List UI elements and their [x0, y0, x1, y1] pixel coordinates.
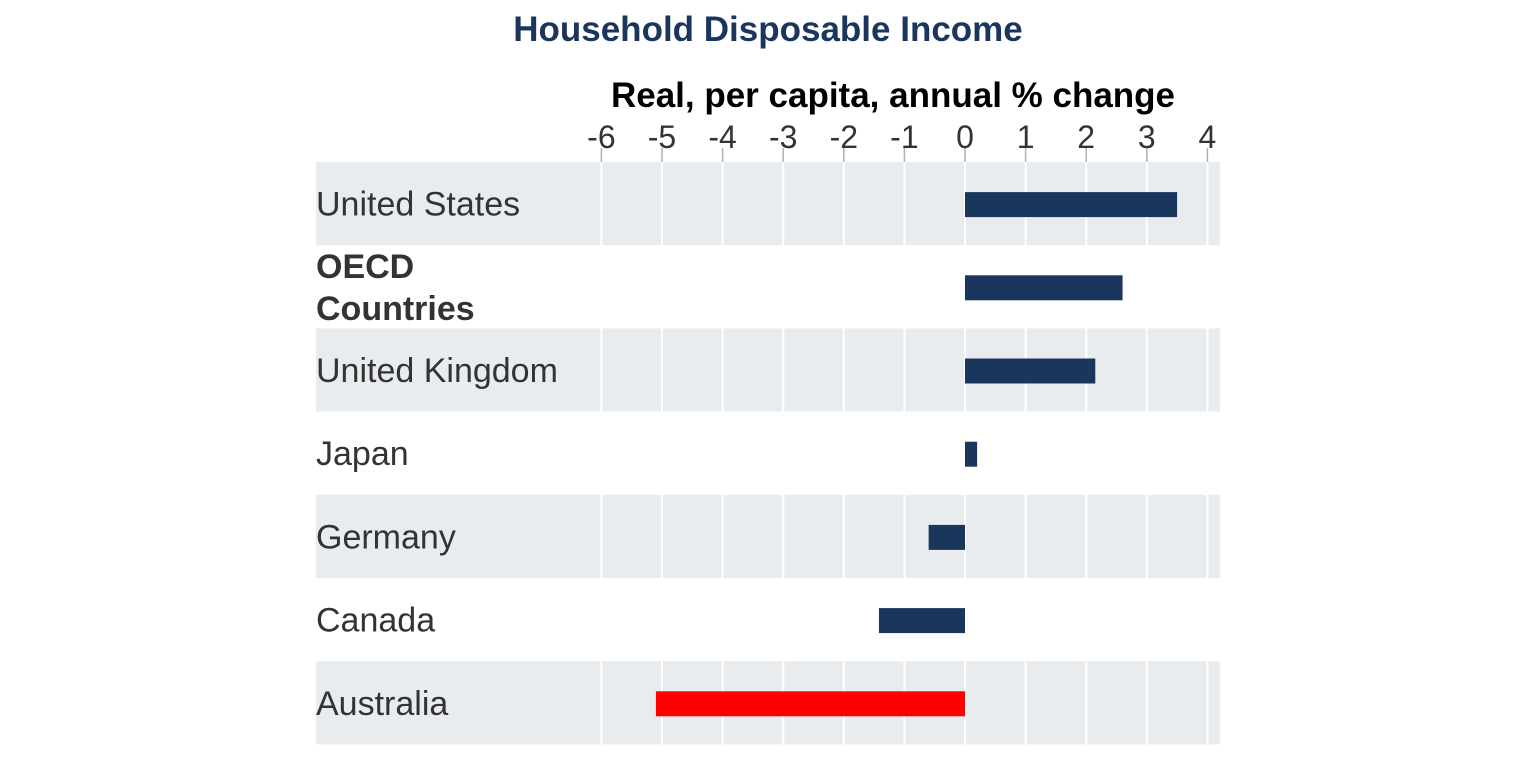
x-axis-ticks: -6 -5 -4 -3 -2 -1 0 1 2 3 4: [587, 119, 1216, 162]
tick-label: -2: [830, 119, 858, 155]
category-label: United Kingdom: [316, 352, 558, 390]
row-band: [316, 494, 1220, 578]
category-label-line: OECD: [316, 248, 414, 286]
tick-label: -5: [648, 119, 676, 155]
category-label: Australia: [316, 685, 448, 723]
category-label-line: Australia: [316, 685, 448, 723]
tick-label: 2: [1077, 119, 1095, 155]
category-label-line: Countries: [316, 290, 475, 328]
bar-australia: [655, 691, 965, 717]
tick-label: -6: [587, 119, 615, 155]
category-label-line: Germany: [316, 518, 456, 556]
category-label-line: Japan: [316, 435, 409, 473]
tick-label: 4: [1199, 119, 1217, 155]
bar-oecd-countries: [965, 275, 1123, 301]
x-axis-title: Real, per capita, annual % change: [611, 76, 1175, 115]
bar-canada: [878, 608, 965, 634]
chart-title: Household Disposable Income: [513, 10, 1023, 49]
category-label: Canada: [316, 602, 435, 640]
category-label-line: United Kingdom: [316, 352, 558, 390]
category-label-line: Canada: [316, 602, 435, 640]
bar-united-states: [965, 192, 1178, 218]
bars: [655, 192, 1178, 717]
category-label: Japan: [316, 435, 409, 473]
tick-label: 3: [1138, 119, 1156, 155]
category-label-line: United States: [316, 186, 520, 224]
tick-label: -4: [708, 119, 736, 155]
category-label: Germany: [316, 518, 456, 556]
category-label: OECD Countries: [316, 248, 475, 328]
bar-germany: [928, 524, 965, 550]
tick-label: -3: [769, 119, 797, 155]
tick-label: 0: [956, 119, 974, 155]
category-label: United States: [316, 186, 520, 224]
bar-japan: [965, 441, 978, 467]
tick-label: -1: [890, 119, 918, 155]
tick-label: 1: [1017, 119, 1035, 155]
bar-united-kingdom: [965, 358, 1096, 384]
row-bands: [316, 162, 1220, 745]
category-labels: United States OECD Countries United Kingdom…: [316, 186, 558, 723]
